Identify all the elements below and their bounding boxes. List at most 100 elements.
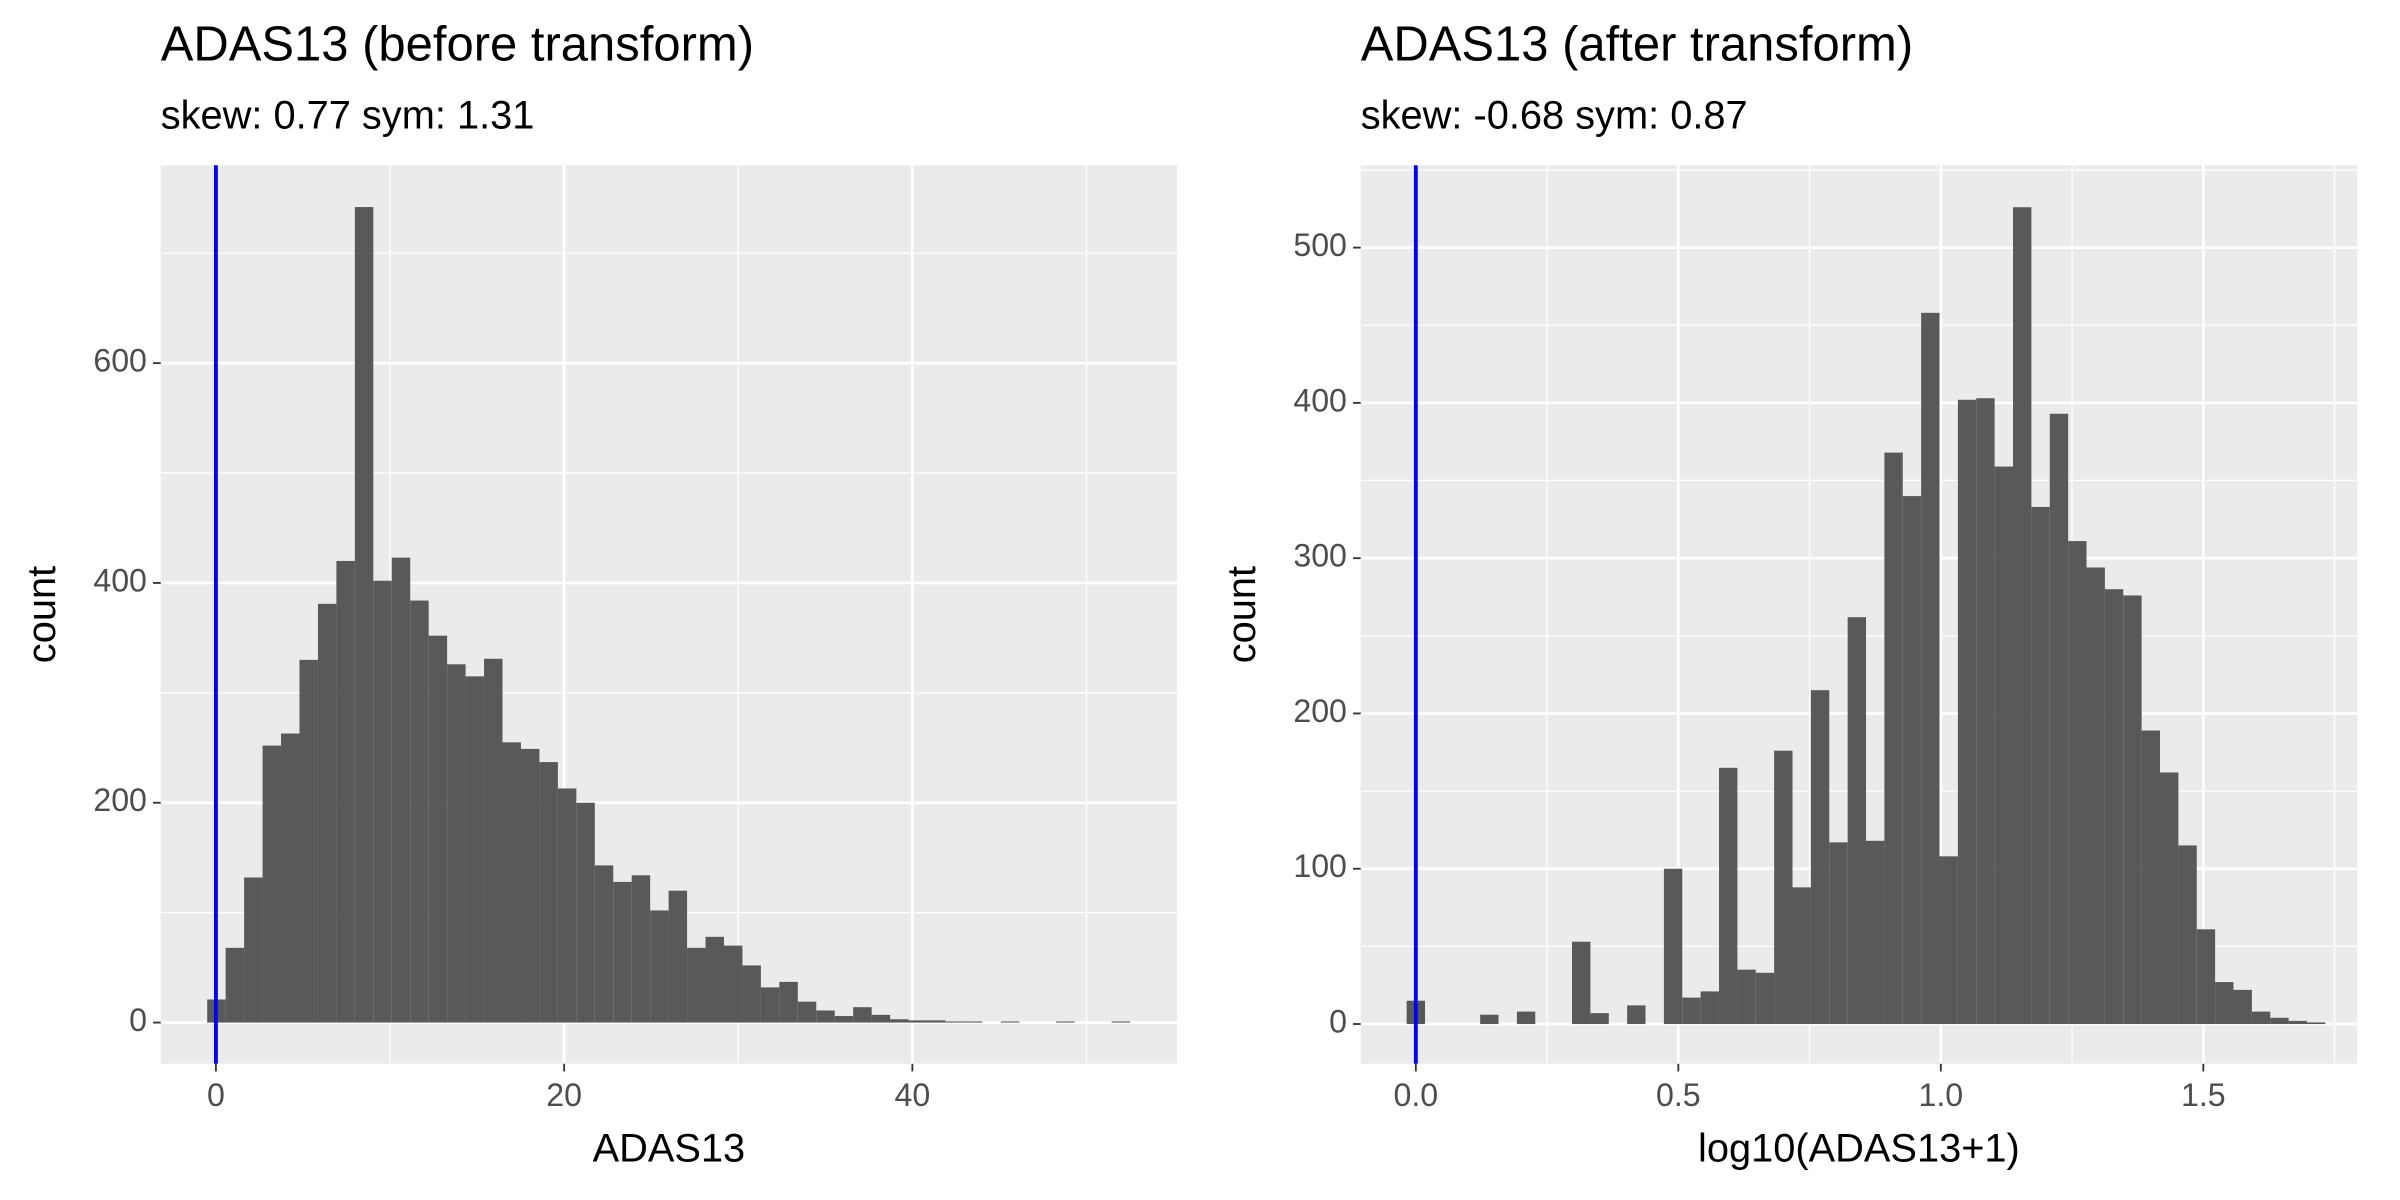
x-tick-label: 0	[207, 1077, 225, 1113]
bar	[1829, 842, 1848, 1025]
bar	[520, 748, 540, 1023]
bar	[336, 560, 355, 1023]
bar	[373, 580, 392, 1023]
bar	[317, 603, 337, 1023]
bar	[2160, 772, 2179, 1025]
bar	[447, 664, 466, 1023]
bar	[2104, 589, 2124, 1025]
y-axis-title: count	[1220, 566, 1264, 663]
bar	[1111, 1021, 1131, 1023]
bar	[742, 965, 761, 1023]
y-tick-label: 400	[1293, 382, 1347, 418]
bar	[2307, 1022, 2326, 1025]
bar	[2049, 413, 2069, 1025]
bar	[1939, 856, 1958, 1025]
y-tick-label: 500	[1293, 227, 1347, 263]
bar	[650, 910, 669, 1023]
bar	[2288, 1020, 2308, 1025]
bar	[299, 659, 318, 1023]
bar	[631, 875, 651, 1023]
bar	[760, 987, 780, 1023]
bar	[428, 635, 448, 1023]
bar	[668, 890, 688, 1023]
bar	[576, 802, 595, 1023]
y-tick-label: 400	[93, 562, 147, 598]
bar	[1866, 840, 1885, 1025]
bar	[723, 945, 743, 1023]
bar	[594, 865, 614, 1023]
y-tick-label: 0	[129, 1002, 147, 1038]
chart-title: ADAS13 (after transform)	[1361, 17, 1913, 71]
y-axis-title: count	[20, 566, 64, 663]
bar	[262, 745, 282, 1023]
bar	[539, 762, 558, 1023]
bar	[2196, 929, 2216, 1025]
bar	[834, 1015, 854, 1023]
bar	[1994, 466, 2014, 1025]
bar	[225, 947, 245, 1023]
bar	[945, 1021, 964, 1023]
bar	[1737, 969, 1756, 1025]
bar	[2013, 207, 2032, 1025]
y-tick-label: 200	[1293, 693, 1347, 729]
bar	[779, 981, 798, 1023]
bar	[1957, 399, 1977, 1025]
x-tick-label: 1.0	[1918, 1077, 1963, 1113]
bar	[1921, 312, 1940, 1025]
bar	[816, 1010, 835, 1023]
bar	[908, 1020, 928, 1023]
bar	[2270, 1017, 2289, 1025]
bar	[557, 788, 577, 1023]
bar	[1792, 887, 1811, 1025]
y-tick-label: 600	[93, 343, 147, 379]
bar	[2178, 845, 2197, 1025]
y-tick-label: 300	[1293, 538, 1347, 574]
bar	[1847, 617, 1867, 1025]
bar	[502, 742, 521, 1023]
bar	[1056, 1021, 1075, 1023]
y-tick-label: 100	[1293, 848, 1347, 884]
bar	[871, 1014, 891, 1023]
bar	[2031, 506, 2050, 1025]
bar	[244, 877, 263, 1023]
bar	[2068, 541, 2087, 1025]
bar	[1000, 1021, 1020, 1023]
bar	[927, 1020, 946, 1023]
bar	[2233, 989, 2252, 1025]
bar	[1884, 452, 1903, 1025]
x-tick-label: 0.0	[1394, 1077, 1439, 1113]
bar	[1590, 1013, 1609, 1025]
bar	[1480, 1014, 1499, 1025]
y-tick-label: 0	[1329, 1004, 1347, 1040]
x-tick-label: 0.5	[1656, 1077, 1701, 1113]
bar	[1976, 398, 1995, 1025]
bar	[1682, 997, 1701, 1025]
x-tick-label: 1.5	[2181, 1077, 2226, 1113]
bar	[1572, 941, 1591, 1025]
chart-subtitle: skew: -0.68 sym: 0.87	[1361, 93, 1748, 137]
bar	[465, 676, 485, 1023]
bar	[281, 733, 300, 1023]
bar	[1755, 972, 1775, 1025]
bar	[2141, 730, 2161, 1025]
bar	[1663, 868, 1683, 1025]
bar	[613, 881, 632, 1023]
bar	[890, 1019, 909, 1023]
bar	[963, 1021, 983, 1023]
bar	[1627, 1005, 1646, 1025]
bar	[410, 600, 429, 1023]
bar	[853, 1007, 872, 1023]
bar	[797, 1001, 817, 1023]
bar	[2215, 982, 2234, 1025]
bar	[391, 557, 411, 1023]
chart-title: ADAS13 (before transform)	[161, 17, 754, 71]
bar	[1810, 690, 1830, 1025]
bar	[1516, 1011, 1536, 1025]
bar	[1774, 750, 1793, 1025]
bar	[687, 947, 706, 1023]
bar	[1700, 991, 1720, 1025]
bar	[705, 936, 724, 1023]
x-axis-title: log10(ADAS13+1)	[1698, 1127, 2020, 1171]
bar	[1902, 496, 1922, 1025]
